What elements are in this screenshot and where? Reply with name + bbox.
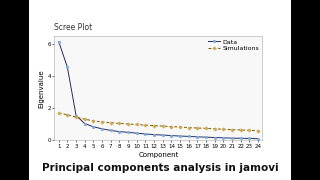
Data bbox=[187, 135, 191, 138]
Data bbox=[256, 138, 260, 140]
Data bbox=[83, 122, 87, 125]
Simulations bbox=[126, 123, 130, 125]
Simulations bbox=[92, 120, 95, 122]
Simulations bbox=[187, 127, 191, 129]
Simulations bbox=[196, 127, 199, 129]
Simulations bbox=[221, 128, 225, 130]
Simulations bbox=[135, 123, 139, 126]
Data bbox=[247, 137, 251, 140]
Text: Scree Plot: Scree Plot bbox=[54, 23, 93, 32]
Data bbox=[100, 128, 104, 130]
Simulations bbox=[117, 122, 121, 124]
Simulations bbox=[83, 118, 87, 120]
Simulations bbox=[152, 125, 156, 127]
Data bbox=[109, 129, 113, 132]
Data bbox=[135, 132, 139, 134]
Y-axis label: Eigenvalue: Eigenvalue bbox=[39, 69, 45, 107]
Simulations bbox=[109, 122, 113, 124]
X-axis label: Component: Component bbox=[138, 152, 179, 158]
Line: Data: Data bbox=[57, 40, 260, 140]
Simulations bbox=[247, 129, 251, 131]
Simulations bbox=[239, 129, 243, 131]
Simulations bbox=[178, 126, 182, 128]
Simulations bbox=[230, 129, 234, 131]
Simulations bbox=[66, 114, 69, 116]
Data bbox=[178, 135, 182, 137]
Data bbox=[221, 137, 225, 139]
Data bbox=[57, 40, 61, 43]
Data bbox=[66, 66, 69, 68]
Data bbox=[213, 136, 217, 139]
Data bbox=[196, 136, 199, 138]
Data bbox=[74, 114, 78, 117]
Data bbox=[204, 136, 208, 138]
Simulations bbox=[100, 121, 104, 123]
Data bbox=[117, 130, 121, 133]
Data bbox=[161, 134, 165, 136]
Data bbox=[126, 131, 130, 133]
Simulations bbox=[74, 116, 78, 118]
Simulations bbox=[204, 127, 208, 129]
Data bbox=[170, 134, 173, 137]
Legend: Data, Simulations: Data, Simulations bbox=[206, 38, 260, 53]
Simulations bbox=[143, 124, 147, 126]
Text: Principal components analysis in jamovi: Principal components analysis in jamovi bbox=[42, 163, 278, 173]
Simulations bbox=[256, 130, 260, 132]
Simulations bbox=[57, 112, 61, 114]
Simulations bbox=[213, 128, 217, 130]
Data bbox=[143, 133, 147, 135]
Simulations bbox=[170, 125, 173, 128]
Line: Simulations: Simulations bbox=[58, 112, 259, 132]
Data bbox=[92, 126, 95, 128]
Data bbox=[152, 134, 156, 136]
Data bbox=[230, 137, 234, 139]
Data bbox=[239, 137, 243, 139]
Simulations bbox=[161, 125, 165, 127]
